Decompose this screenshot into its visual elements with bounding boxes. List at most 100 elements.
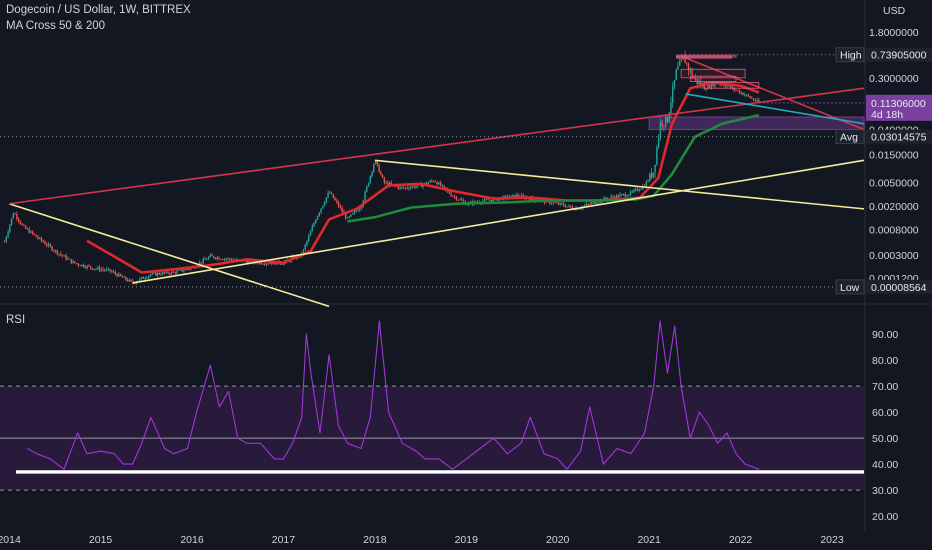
rsi-panel — [0, 320, 864, 491]
candle-body — [640, 188, 642, 190]
candle-body — [118, 273, 120, 277]
candle-body — [95, 268, 97, 270]
candle-body — [376, 160, 379, 165]
trendline — [8, 202, 330, 308]
candle-body — [170, 271, 173, 275]
candle-body — [483, 199, 486, 202]
candle-body — [397, 186, 400, 189]
rsi-tick-label: 40.00 — [872, 459, 898, 471]
candle-body — [325, 197, 328, 203]
candle-body — [146, 277, 148, 279]
candle-body — [728, 86, 730, 87]
candle-body — [58, 253, 60, 255]
candle-body — [698, 81, 700, 85]
candle-body — [188, 269, 190, 270]
candle-body — [16, 213, 18, 219]
candle-body — [121, 275, 124, 278]
x-tick-label: 2022 — [729, 534, 753, 546]
candle-body — [610, 196, 612, 199]
candle-body — [592, 201, 595, 203]
candle-body — [133, 283, 136, 284]
candle-body — [422, 184, 424, 187]
candle-body — [580, 208, 582, 210]
candle-body — [747, 94, 750, 97]
candle-body — [371, 171, 373, 176]
candle-body — [453, 196, 456, 198]
candle-body — [10, 218, 13, 225]
candle-body — [130, 279, 132, 282]
candle-body — [186, 269, 189, 270]
price-tag-value-box — [866, 129, 932, 144]
ma-cross-lines — [86, 81, 760, 274]
candle-body — [622, 194, 625, 195]
candle-body — [53, 250, 55, 252]
x-tick-label: 2021 — [637, 534, 661, 546]
candle-body — [60, 253, 62, 255]
candle-body — [613, 197, 616, 199]
x-tick-label: 2014 — [0, 534, 21, 546]
candle-body — [459, 199, 461, 201]
trendline — [680, 55, 865, 131]
candle-body — [309, 231, 312, 236]
candle-body — [105, 269, 108, 271]
candle-body — [707, 85, 709, 90]
candle-body — [726, 86, 728, 88]
candle-body — [724, 86, 727, 88]
candle-body — [431, 180, 433, 182]
candle-body — [735, 89, 737, 91]
candle-body — [139, 278, 141, 281]
candle-body — [70, 259, 73, 264]
candle-body — [348, 216, 350, 218]
candle-body — [204, 259, 206, 260]
candle-body — [128, 279, 131, 282]
candle-body — [385, 182, 387, 184]
candle-body — [659, 122, 662, 137]
candle-body — [684, 56, 686, 64]
price-tag-name-box — [835, 47, 865, 63]
candle-body — [408, 188, 410, 190]
candle-body — [654, 164, 656, 173]
candle-body — [54, 250, 57, 252]
candle-body — [686, 63, 688, 64]
candle-body — [438, 182, 440, 185]
candle-body — [260, 261, 262, 264]
candle-body — [65, 255, 67, 260]
candle-body — [350, 214, 352, 217]
candle-body — [399, 187, 401, 189]
candle-body — [752, 98, 755, 101]
candle-body — [749, 96, 751, 98]
range-box — [689, 75, 737, 82]
candle-body — [151, 272, 153, 275]
candle-body — [744, 94, 746, 96]
candle-body — [332, 194, 335, 199]
rsi-tick-label: 30.00 — [872, 485, 898, 497]
candle-body — [269, 263, 271, 264]
candle-body — [86, 265, 88, 269]
candle-body — [63, 255, 66, 257]
candle-body — [44, 242, 46, 245]
candle-body — [200, 262, 203, 264]
candle-body — [656, 147, 658, 165]
candle-body — [225, 258, 227, 260]
candle-body — [258, 261, 261, 264]
candle-body — [626, 195, 628, 197]
candle-body — [638, 189, 640, 191]
candle-body — [216, 257, 219, 259]
candle-body — [97, 267, 99, 269]
candle-body — [158, 272, 160, 275]
candle-body — [575, 208, 577, 211]
trendline — [374, 159, 865, 210]
price-tag-value-box — [866, 47, 932, 62]
candle-body — [714, 83, 716, 87]
candle-body — [420, 183, 422, 187]
last-price-countdown: 4d 18h — [871, 109, 903, 121]
candle-body — [554, 202, 556, 204]
grid — [0, 0, 932, 532]
candle-body — [125, 276, 127, 280]
candle-body — [652, 172, 655, 178]
candle-body — [251, 259, 254, 263]
candle-body — [754, 100, 757, 102]
candle-body — [265, 263, 268, 265]
candle-body — [666, 116, 669, 123]
